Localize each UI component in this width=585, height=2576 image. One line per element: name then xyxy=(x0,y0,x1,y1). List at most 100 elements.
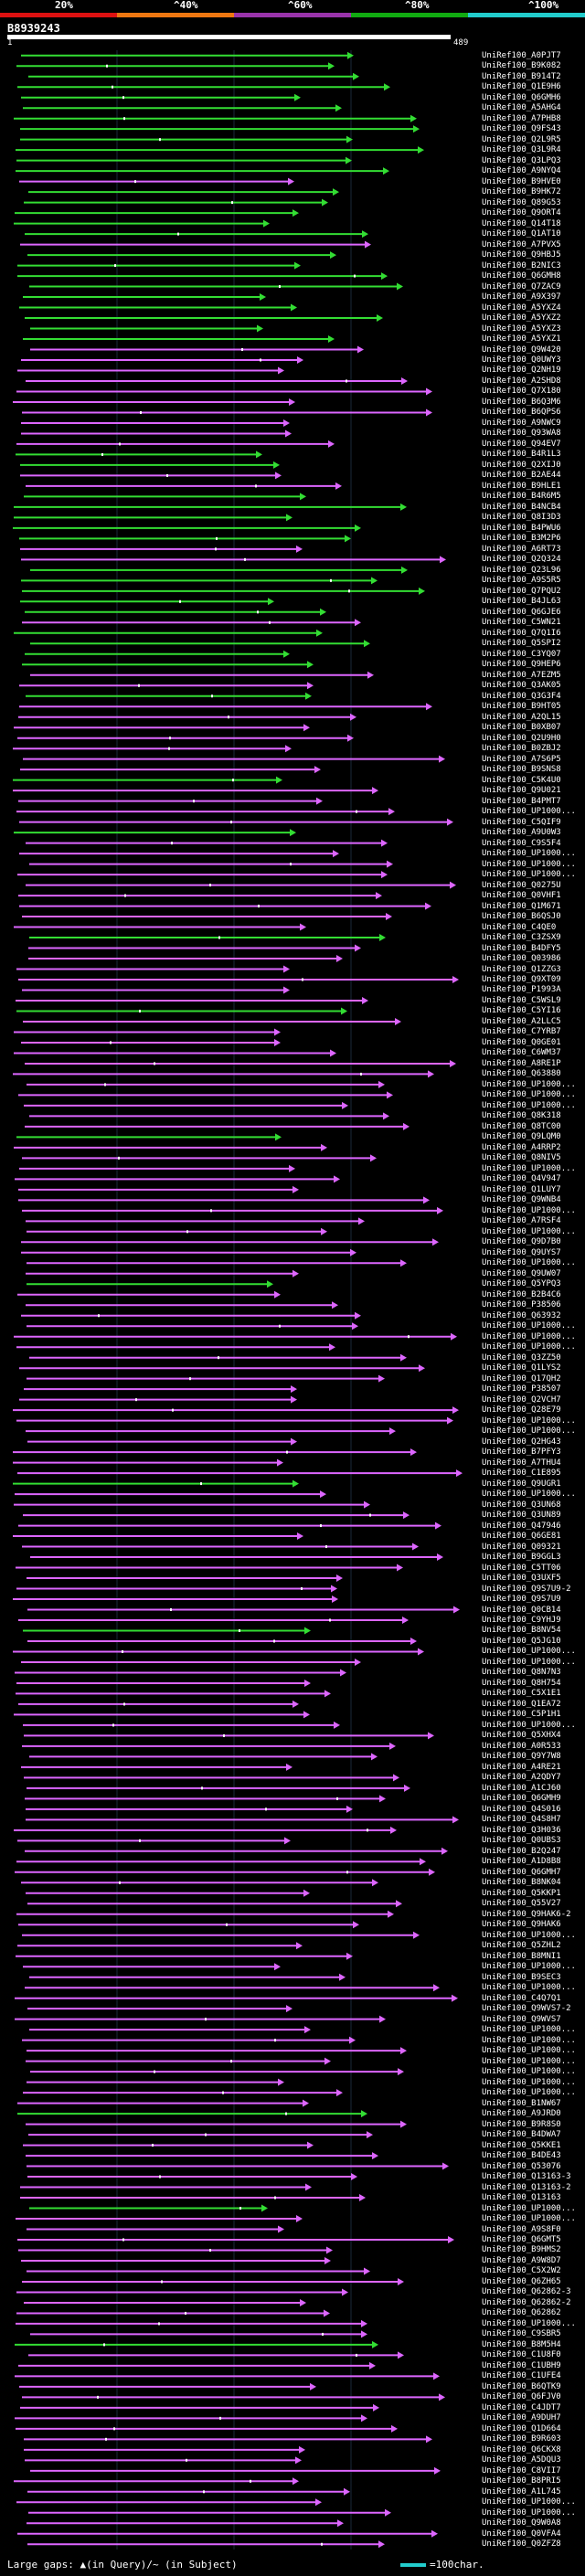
hit-label[interactable]: UniRef100_Q6GMH7 xyxy=(482,1867,561,1877)
hit-label[interactable]: UniRef100_Q28E79 xyxy=(482,1405,561,1415)
hit-label[interactable]: UniRef100_Q8H754 xyxy=(482,1678,561,1688)
hit-label[interactable]: UniRef100_Q9W0A8 xyxy=(482,2518,561,2528)
hit-label[interactable]: UniRef100_UP1000... xyxy=(482,1489,576,1500)
hit-label[interactable]: UniRef100_Q1M671 xyxy=(482,901,561,911)
hit-label[interactable]: UniRef100_B4R6M5 xyxy=(482,492,561,502)
hit-label[interactable]: UniRef100_Q2NH19 xyxy=(482,366,561,376)
hit-label[interactable]: UniRef100_Q0GE01 xyxy=(482,1037,561,1047)
hit-label[interactable]: UniRef100_P38506 xyxy=(482,1300,561,1310)
hit-label[interactable]: UniRef100_A8RE1P xyxy=(482,1058,561,1068)
hit-label[interactable]: UniRef100_Q9S7U9 xyxy=(482,1595,561,1604)
hit-label[interactable]: UniRef100_Q9WVS7 xyxy=(482,2014,561,2024)
hit-label[interactable]: UniRef100_Q63932 xyxy=(482,1310,561,1320)
hit-label[interactable]: UniRef100_B0ZBJ2 xyxy=(482,744,561,754)
hit-label[interactable]: UniRef100_Q2HG43 xyxy=(482,1436,561,1447)
hit-label[interactable]: UniRef100_A5YXZ2 xyxy=(482,313,561,323)
hit-label[interactable]: UniRef100_Q8TC00 xyxy=(482,1121,561,1131)
hit-label[interactable]: UniRef100_A9X397 xyxy=(482,292,561,302)
hit-label[interactable]: UniRef100_A9NYQ4 xyxy=(482,166,561,176)
hit-label[interactable]: UniRef100_B4NCB4 xyxy=(482,502,561,512)
hit-label[interactable]: UniRef100_Q13163 xyxy=(482,2193,561,2203)
hit-label[interactable]: UniRef100_Q13163-2 xyxy=(482,2182,571,2192)
hit-label[interactable]: UniRef100_A2QDY7 xyxy=(482,1773,561,1783)
hit-label[interactable]: UniRef100_Q47946 xyxy=(482,1521,561,1531)
hit-label[interactable]: UniRef100_Q9W420 xyxy=(482,345,561,355)
hit-label[interactable]: UniRef100_B7PFY3 xyxy=(482,1447,561,1458)
hit-label[interactable]: UniRef100_B9SNS8 xyxy=(482,765,561,775)
hit-label[interactable]: UniRef100_B9HMS2 xyxy=(482,2245,561,2255)
hit-label[interactable]: UniRef100_C5K4U0 xyxy=(482,775,561,785)
hit-label[interactable]: UniRef100_B9HK72 xyxy=(482,187,561,197)
hit-label[interactable]: UniRef100_Q63880 xyxy=(482,1069,561,1079)
hit-label[interactable]: UniRef100_UP1000... xyxy=(482,1226,576,1236)
hit-label[interactable]: UniRef100_Q94EV7 xyxy=(482,439,561,449)
hit-label[interactable]: UniRef100_UP1000... xyxy=(482,2214,576,2223)
hit-label[interactable]: UniRef100_B2B4C6 xyxy=(482,1289,561,1299)
hit-label[interactable]: UniRef100_UP1000... xyxy=(482,1331,576,1341)
hit-label[interactable]: UniRef100_Q6GMH6 xyxy=(482,92,561,102)
hit-label[interactable]: UniRef100_B4DE43 xyxy=(482,2151,561,2161)
hit-label[interactable]: UniRef100_A9U0W3 xyxy=(482,828,561,838)
hit-label[interactable]: UniRef100_Q8K318 xyxy=(482,1111,561,1121)
hit-label[interactable]: UniRef100_Q9LQM0 xyxy=(482,1132,561,1142)
hit-label[interactable]: UniRef100_Q4S016 xyxy=(482,1804,561,1814)
hit-label[interactable]: UniRef100_A1D8B8 xyxy=(482,1857,561,1867)
hit-label[interactable]: UniRef100_Q0UBS3 xyxy=(482,1836,561,1846)
hit-label[interactable]: UniRef100_A4RRP2 xyxy=(482,1142,561,1152)
hit-label[interactable]: UniRef100_B9HVE0 xyxy=(482,176,561,186)
hit-label[interactable]: UniRef100_Q3UXF5 xyxy=(482,1574,561,1584)
hit-label[interactable]: UniRef100_B9GGL3 xyxy=(482,1553,561,1563)
hit-label[interactable]: UniRef100_A7RSF4 xyxy=(482,1216,561,1226)
hit-label[interactable]: UniRef100_UP1000... xyxy=(482,1983,576,1993)
hit-label[interactable]: UniRef100_Q6GJE6 xyxy=(482,607,561,617)
hit-label[interactable]: UniRef100_C3ZSX9 xyxy=(482,933,561,943)
hit-label[interactable]: UniRef100_A9W8D7 xyxy=(482,2255,561,2265)
hit-label[interactable]: UniRef100_A5YXZ4 xyxy=(482,302,561,313)
hit-label[interactable]: UniRef100_UP1000... xyxy=(482,1321,576,1331)
hit-label[interactable]: UniRef100_UP1000... xyxy=(482,2497,576,2507)
hit-label[interactable]: UniRef100_A1CJ60 xyxy=(482,1783,561,1793)
hit-label[interactable]: UniRef100_A9NWC9 xyxy=(482,418,561,428)
hit-label[interactable]: UniRef100_C1E895 xyxy=(482,1468,561,1479)
hit-label[interactable]: UniRef100_C8VII7 xyxy=(482,2465,561,2475)
hit-label[interactable]: UniRef100_A7THU4 xyxy=(482,1458,561,1468)
hit-label[interactable]: UniRef100_B0XB07 xyxy=(482,723,561,733)
hit-label[interactable]: UniRef100_A9S5R5 xyxy=(482,576,561,586)
hit-label[interactable]: UniRef100_UP1000... xyxy=(482,1163,576,1173)
hit-label[interactable]: UniRef100_B9SEC3 xyxy=(482,1972,561,1982)
hit-label[interactable]: UniRef100_B6QSJ0 xyxy=(482,912,561,922)
hit-label[interactable]: UniRef100_C3YQ07 xyxy=(482,649,561,659)
hit-label[interactable]: UniRef100_B9HT05 xyxy=(482,702,561,712)
hit-label[interactable]: UniRef100_B3M2P6 xyxy=(482,534,561,544)
hit-label[interactable]: UniRef100_B914T2 xyxy=(482,71,561,81)
hit-label[interactable]: UniRef100_C9SBR5 xyxy=(482,2329,561,2339)
hit-label[interactable]: UniRef100_Q89G53 xyxy=(482,197,561,207)
hit-label[interactable]: UniRef100_C5X1E1 xyxy=(482,1689,561,1699)
hit-label[interactable]: UniRef100_Q9HBJ5 xyxy=(482,250,561,260)
hit-label[interactable]: UniRef100_Q1AT10 xyxy=(482,229,561,239)
hit-label[interactable]: UniRef100_UP1000... xyxy=(482,1426,576,1436)
hit-label[interactable]: UniRef100_Q8N7N3 xyxy=(482,1668,561,1678)
hit-label[interactable]: UniRef100_B9HLE1 xyxy=(482,481,561,491)
hit-label[interactable]: UniRef100_Q14T18 xyxy=(482,218,561,228)
hit-label[interactable]: UniRef100_UP1000... xyxy=(482,1962,576,1972)
hit-label[interactable]: UniRef100_C5TT06 xyxy=(482,1563,561,1573)
hit-label[interactable]: UniRef100_A1L745 xyxy=(482,2486,561,2496)
hit-label[interactable]: UniRef100_Q5KKP1 xyxy=(482,1888,561,1898)
hit-label[interactable]: UniRef100_Q3G3F4 xyxy=(482,691,561,701)
hit-label[interactable]: UniRef100_B9R603 xyxy=(482,2434,561,2444)
hit-label[interactable]: UniRef100_UP1000... xyxy=(482,2077,576,2087)
hit-label[interactable]: UniRef100_Q13163-3 xyxy=(482,2172,571,2182)
hit-label[interactable]: UniRef100_B4DWA7 xyxy=(482,2130,561,2140)
hit-label[interactable]: UniRef100_B6QTK9 xyxy=(482,2381,561,2391)
hit-label[interactable]: UniRef100_UP1000... xyxy=(482,1415,576,1426)
hit-label[interactable]: UniRef100_Q9UGR1 xyxy=(482,1479,561,1489)
hit-label[interactable]: UniRef100_UP1000... xyxy=(482,1090,576,1100)
hit-label[interactable]: UniRef100_C9S5F4 xyxy=(482,838,561,848)
hit-label[interactable]: UniRef100_UP1000... xyxy=(482,2318,576,2328)
hit-label[interactable]: UniRef100_C5P1H1 xyxy=(482,1710,561,1720)
hit-label[interactable]: UniRef100_Q2XIJ0 xyxy=(482,460,561,470)
hit-label[interactable]: UniRef100_C4JDT7 xyxy=(482,2402,561,2412)
hit-label[interactable]: UniRef100_A2LLC5 xyxy=(482,1016,561,1026)
hit-label[interactable]: UniRef100_B1NW67 xyxy=(482,2098,561,2108)
